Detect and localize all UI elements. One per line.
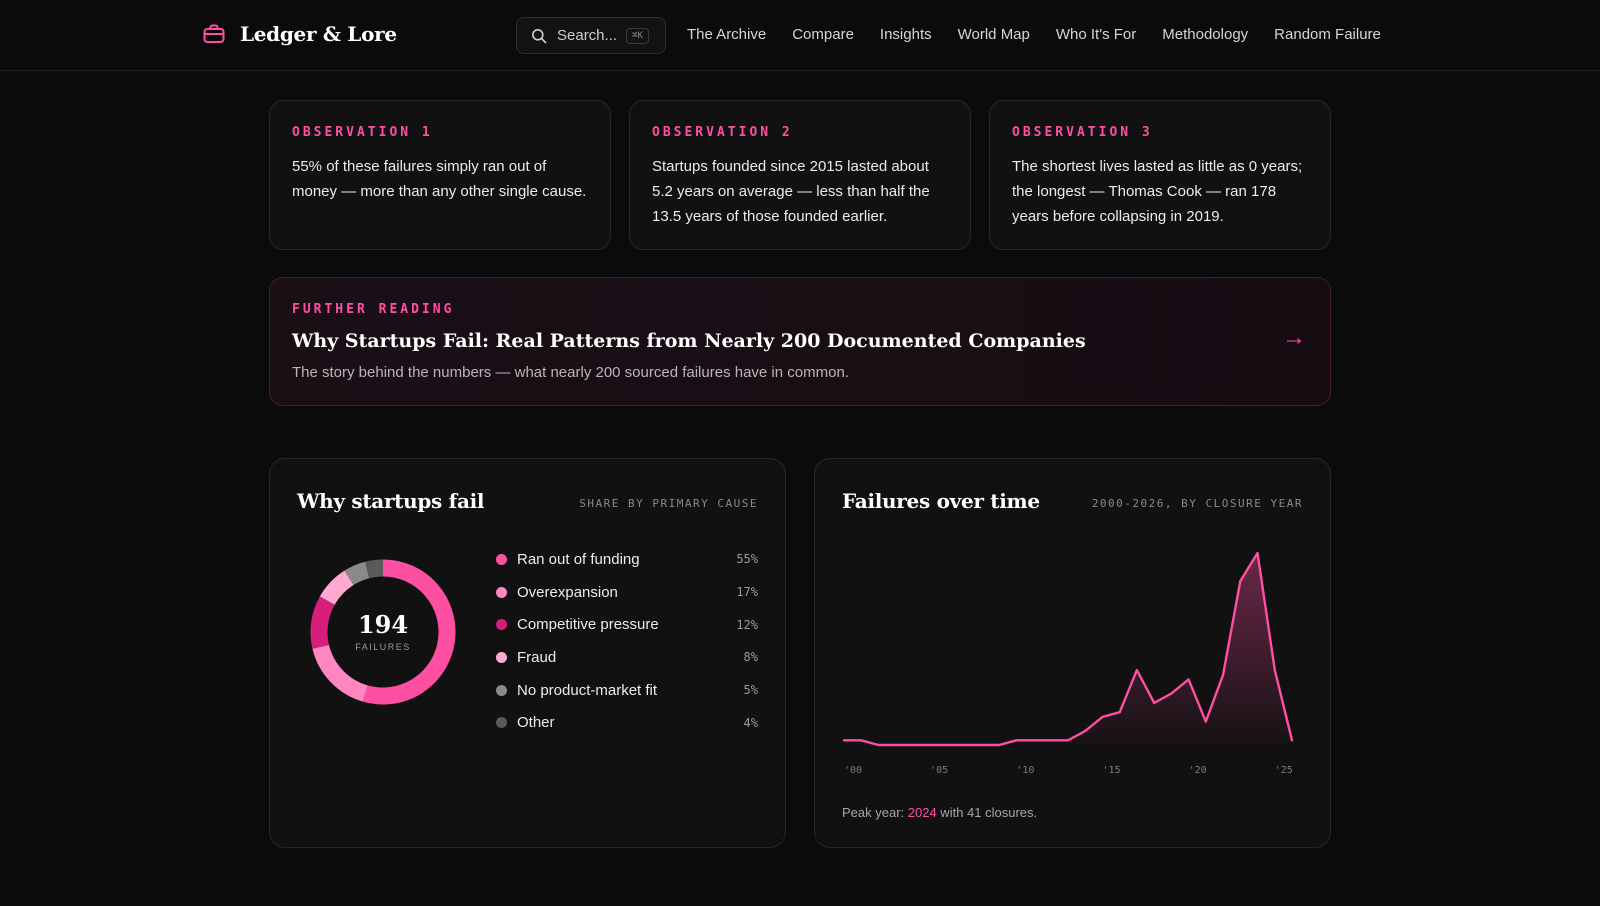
legend-label: Other [517, 714, 555, 732]
causes-panel: Why startups fail SHARE BY PRIMARY CAUSE… [269, 458, 786, 848]
peak-year-note: Peak year: 2024 with 41 closures. [842, 805, 1037, 820]
donut-slice-ran-out-of-funding [362, 559, 456, 705]
further-reading-subtitle: The story behind the numbers — what near… [292, 364, 849, 381]
legend-color-dot [496, 651, 507, 663]
brand[interactable]: Ledger & Lore [202, 22, 397, 46]
legend-percentage: 4% [743, 715, 758, 730]
top-navigation-bar: Ledger & Lore Search... ⌘K The Archive C… [0, 0, 1600, 71]
failures-total-label: FAILURES [355, 642, 411, 652]
causes-panel-title: Why startups fail [297, 489, 485, 513]
causes-panel-meta: SHARE BY PRIMARY CAUSE [579, 497, 758, 510]
search-placeholder: Search... [557, 27, 618, 44]
legend-color-dot [496, 553, 507, 565]
further-reading-card[interactable]: FURTHER READING Why Startups Fail: Real … [269, 277, 1331, 406]
nav-insights[interactable]: Insights [879, 26, 932, 43]
legend-color-dot [496, 717, 507, 729]
further-reading-label: FURTHER READING [292, 302, 455, 317]
failures-series-line [842, 551, 1294, 747]
brand-name: Ledger & Lore [240, 22, 397, 46]
observation-text: 55% of these failures simply ran out of … [292, 158, 587, 200]
legend-percentage: 5% [743, 683, 758, 698]
legend-percentage: 12% [736, 617, 758, 632]
legend-label: Competitive pressure [517, 616, 659, 634]
observations-row: OBSERVATION 1 55% of these failures simp… [269, 100, 1331, 250]
failures-over-time-chart: '00 '05 '10 '15 '20 '25 [842, 551, 1294, 776]
cause-legend: Ran out of funding 55% Overexpansion 17% Com… [496, 543, 758, 739]
legend-color-dot [496, 586, 507, 598]
nav-world-map[interactable]: World Map [957, 26, 1030, 43]
observation-card: OBSERVATION 1 55% of these failures simp… [269, 100, 611, 250]
legend-percentage: 17% [736, 585, 758, 600]
legend-label: Ran out of funding [517, 550, 640, 568]
observation-label: OBSERVATION 1 [292, 125, 433, 140]
legend-item: Fraud 8% [496, 641, 758, 674]
x-tick-label: '00 [844, 765, 862, 776]
x-tick-label: '20 [1189, 765, 1207, 776]
legend-label: No product-market fit [517, 681, 658, 699]
cause-donut-chart [310, 559, 456, 705]
observation-text: Startups founded since 2015 lasted about… [652, 158, 930, 225]
legend-item: Other 4% [496, 706, 758, 739]
donut-slice-other [365, 559, 384, 579]
legend-label: Overexpansion [517, 583, 618, 601]
donut-slice-competitive-pressure [310, 596, 335, 649]
legend-item: Ran out of funding 55% [496, 543, 758, 576]
legend-color-dot [496, 684, 507, 696]
x-tick-label: '25 [1275, 765, 1293, 776]
x-tick-label: '10 [1016, 765, 1034, 776]
legend-item: Competitive pressure 12% [496, 608, 758, 641]
timeline-panel-meta: 2000-2026, BY CLOSURE YEAR [1091, 497, 1303, 510]
nav-methodology[interactable]: Methodology [1162, 26, 1249, 43]
observation-label: OBSERVATION 3 [1012, 125, 1153, 140]
donut-slice-overexpansion [312, 644, 368, 702]
search-input[interactable]: Search... ⌘K [516, 17, 666, 54]
main-nav: The Archive Compare Insights World Map W… [687, 26, 1407, 43]
observation-text: The shortest lives lasted as little as 0… [1012, 158, 1303, 225]
search-shortcut-badge: ⌘K [626, 27, 649, 44]
observation-label: OBSERVATION 2 [652, 125, 793, 140]
peak-prefix: Peak year: [842, 805, 908, 820]
legend-color-dot [496, 619, 507, 631]
x-tick-label: '15 [1102, 765, 1120, 776]
nav-the-archive[interactable]: The Archive [687, 26, 767, 43]
further-reading-title[interactable]: Why Startups Fail: Real Patterns from Ne… [292, 330, 1086, 352]
donut-slice-no-product-market-fit [344, 561, 370, 586]
x-tick-label: '05 [930, 765, 948, 776]
failures-total: 194 [357, 610, 409, 639]
briefcase-icon [203, 24, 225, 43]
peak-suffix: with 41 closures. [936, 805, 1038, 820]
failures-area-fill [844, 553, 1292, 745]
legend-percentage: 8% [743, 650, 758, 665]
legend-item: No product-market fit 5% [496, 674, 758, 707]
legend-percentage: 55% [736, 552, 758, 567]
nav-compare[interactable]: Compare [792, 26, 854, 43]
nav-random-failure[interactable]: Random Failure [1274, 26, 1381, 43]
legend-label: Fraud [517, 648, 557, 666]
donut-slice-fraud [319, 570, 354, 606]
observation-card: OBSERVATION 3 The shortest lives lasted … [989, 100, 1331, 250]
donut-center: 194 FAILURES [308, 557, 458, 707]
timeline-panel: Failures over time 2000-2026, BY CLOSURE… [814, 458, 1331, 848]
nav-who-its-for[interactable]: Who It's For [1055, 26, 1137, 43]
observation-card: OBSERVATION 2 Startups founded since 201… [629, 100, 971, 250]
legend-item: Overexpansion 17% [496, 576, 758, 609]
timeline-panel-title: Failures over time [842, 489, 1040, 513]
arrow-right-icon[interactable]: → [1282, 324, 1306, 351]
search-icon [532, 28, 547, 43]
peak-year-value: 2024 [907, 805, 937, 820]
